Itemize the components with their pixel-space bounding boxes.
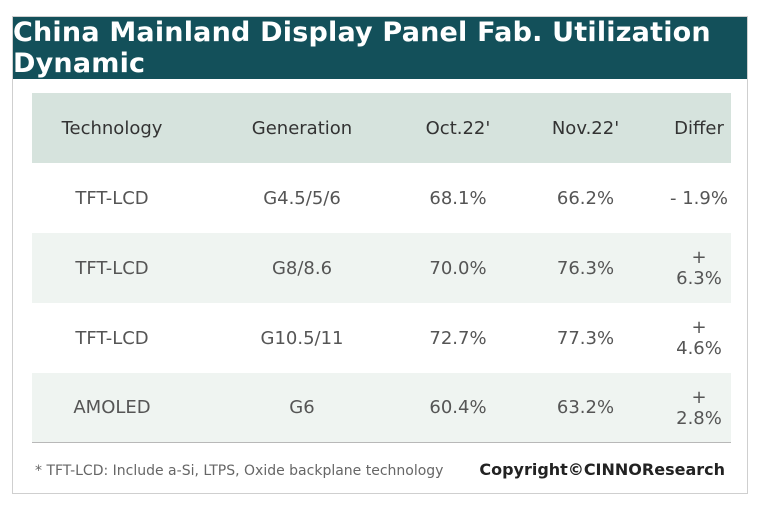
page-title: China Mainland Display Panel Fab. Utiliz… [13, 17, 711, 79]
cell-nov: 76.3% [556, 257, 615, 279]
utilization-table: Technology Generation Oct.22' Nov.22' Di… [32, 93, 731, 443]
table-header-row: Technology Generation Oct.22' Nov.22' Di… [32, 93, 731, 163]
cell-nov: 77.3% [556, 327, 615, 349]
column-header-generation: Generation [251, 117, 353, 139]
cell-technology: AMOLED [73, 397, 151, 418]
cell-oct: 68.1% [429, 187, 487, 209]
footnote: * TFT-LCD: Include a-Si, LTPS, Oxide bac… [35, 463, 444, 479]
cell-generation: G8/8.6 [271, 257, 333, 279]
cell-oct: 70.0% [429, 257, 487, 279]
table-card: China Mainland Display Panel Fab. Utiliz… [12, 16, 748, 494]
table-row: AMOLED G6 60.4% 63.2% + 2.8% [32, 373, 731, 443]
cell-generation: G4.5/5/6 [263, 187, 341, 209]
cell-nov: 63.2% [556, 397, 615, 418]
column-header-oct: Oct.22' [425, 117, 491, 139]
table-row: TFT-LCD G4.5/5/6 68.1% 66.2% - 1.9% [32, 163, 731, 233]
title-bar: China Mainland Display Panel Fab. Utiliz… [13, 17, 747, 79]
cell-technology: TFT-LCD [75, 327, 149, 349]
cell-oct: 60.4% [429, 397, 487, 418]
copyright-label: Copyright©CINNOResearch [479, 460, 725, 479]
column-header-technology: Technology [61, 117, 163, 139]
cell-technology: TFT-LCD [75, 187, 149, 209]
cell-generation: G6 [289, 397, 315, 418]
cell-differ: + 2.8% [676, 386, 722, 429]
cell-differ: - 1.9% [670, 187, 728, 209]
cell-differ: + 6.3% [676, 247, 722, 289]
column-header-differ: Differ [674, 117, 724, 139]
cell-technology: TFT-LCD [75, 257, 149, 279]
table-row: TFT-LCD G8/8.6 70.0% 76.3% + 6.3% [32, 233, 731, 303]
column-header-nov: Nov.22' [551, 117, 620, 139]
cell-nov: 66.2% [556, 187, 615, 209]
table-row: TFT-LCD G10.5/11 72.7% 77.3% + 4.6% [32, 303, 731, 373]
cell-oct: 72.7% [429, 327, 487, 349]
cell-differ: + 4.6% [676, 317, 722, 359]
cell-generation: G10.5/11 [260, 327, 344, 349]
